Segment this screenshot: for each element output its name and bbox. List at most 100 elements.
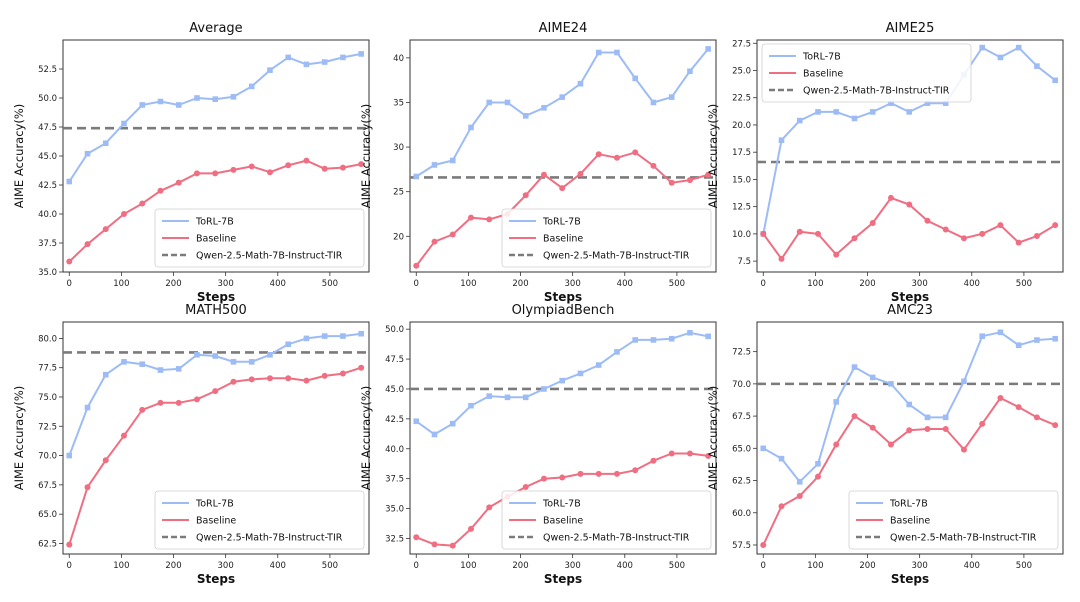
- torl-point: [979, 333, 985, 339]
- legend: ToRL-7B Baseline Qwen-2.5-Math-7B-Instruct…: [501, 208, 712, 268]
- torl-point: [614, 349, 620, 355]
- baseline-point: [906, 201, 913, 208]
- baseline-point: [212, 388, 219, 395]
- baseline-point: [960, 446, 967, 453]
- baseline-point: [522, 192, 529, 199]
- y-tick-label: 17.5: [732, 148, 751, 158]
- y-tick-label: 42.5: [38, 181, 57, 191]
- torl-point: [468, 124, 474, 131]
- x-tick-label: 200: [512, 561, 528, 571]
- baseline-point: [559, 185, 566, 192]
- baseline-point: [175, 399, 182, 406]
- torl-point: [595, 362, 602, 368]
- torl-point: [504, 394, 511, 401]
- baseline-point: [778, 503, 785, 510]
- baseline-point: [285, 162, 292, 169]
- x-tick-label: 400: [270, 279, 286, 289]
- torl-point: [84, 404, 91, 411]
- series-line-torl-7b: [68, 52, 362, 183]
- baseline-point: [595, 470, 602, 477]
- x-tick-label: 400: [270, 561, 286, 571]
- chart-title: AMC23: [887, 303, 933, 318]
- torl-point: [668, 335, 675, 342]
- torl-point: [84, 150, 91, 157]
- x-tick-label: 200: [165, 279, 181, 289]
- x-tick-label: 400: [964, 561, 980, 571]
- baseline-point: [66, 541, 73, 548]
- y-tick-label: 7.5: [737, 257, 751, 267]
- legend-box: [848, 490, 1059, 550]
- x-tick-label: 100: [113, 279, 129, 289]
- y-tick-label: 25.0: [732, 66, 751, 76]
- x-axis-label: Steps: [544, 572, 582, 586]
- torl-point: [486, 99, 493, 106]
- baseline-point: [760, 541, 767, 548]
- x-tick-label: 100: [807, 279, 823, 289]
- torl-point: [468, 402, 474, 409]
- torl-point: [285, 54, 291, 61]
- y-axis-label: AIME Accuracy(%): [12, 104, 26, 209]
- y-tick-label: 35.0: [38, 268, 57, 278]
- torl-point: [340, 54, 346, 61]
- baseline-point: [266, 169, 273, 176]
- torl-point: [650, 337, 657, 343]
- torl-point: [869, 109, 876, 115]
- legend-box: [501, 490, 712, 550]
- baseline-point: [559, 474, 566, 481]
- baseline-point: [595, 151, 602, 158]
- y-tick-label: 42.5: [385, 415, 404, 425]
- baseline-point: [303, 377, 310, 384]
- baseline-point: [887, 441, 894, 448]
- torl-point: [760, 445, 767, 452]
- baseline-point: [924, 217, 931, 224]
- torl-point: [650, 99, 657, 106]
- y-tick-label: 65.0: [732, 444, 751, 454]
- x-tick-label: 0: [67, 561, 72, 571]
- baseline-point: [467, 525, 474, 532]
- axes-frame: [756, 39, 1064, 273]
- baseline-point: [851, 235, 858, 242]
- torl-point: [121, 120, 127, 127]
- y-tick-label: 37.5: [385, 475, 404, 485]
- x-tick-label: 100: [113, 561, 129, 571]
- baseline-point: [193, 396, 200, 403]
- legend-label-torl: ToRL-7B: [542, 499, 581, 510]
- torl-point: [413, 173, 420, 180]
- torl-point: [1034, 63, 1040, 69]
- baseline-point: [102, 226, 109, 233]
- y-tick-label: 20.0: [732, 121, 751, 131]
- baseline-point: [814, 473, 821, 480]
- baseline-point: [833, 251, 840, 258]
- torl-point: [194, 95, 200, 101]
- torl-point: [157, 98, 164, 105]
- torl-point: [942, 100, 949, 106]
- torl-point: [796, 117, 803, 124]
- x-axis-label: Steps: [891, 290, 929, 304]
- torl-point: [358, 330, 364, 337]
- legend-label-torl: ToRL-7B: [195, 499, 234, 510]
- torl-point: [303, 335, 310, 342]
- legend: ToRL-7B Baseline Qwen-2.5-Math-7B-Instruct…: [761, 43, 972, 103]
- baseline-point: [486, 504, 493, 511]
- baseline-point: [303, 157, 310, 164]
- y-tick-label: 20: [393, 232, 404, 242]
- baseline-point: [321, 372, 328, 379]
- torl-point: [139, 102, 146, 108]
- torl-point: [194, 352, 200, 358]
- baseline-point: [1052, 222, 1059, 229]
- legend-label-qwen: Qwen-2.5-Math-7B-Instruct-TIR: [890, 533, 1037, 544]
- torl-point: [522, 394, 529, 401]
- baseline-point: [84, 241, 91, 248]
- x-tick-label: 0: [761, 561, 766, 571]
- torl-point: [833, 399, 840, 405]
- baseline-point: [577, 170, 584, 177]
- legend-label-torl: ToRL-7B: [889, 499, 928, 510]
- baseline-point: [979, 420, 986, 427]
- torl-point: [796, 479, 803, 485]
- chart-panel-6: AMC23 0 100 200 300 400 500 57.5 60.0 62.5 65.0 67.…: [706, 303, 1064, 586]
- torl-point: [924, 414, 931, 421]
- x-tick-label: 0: [414, 561, 419, 571]
- axes-frame: [756, 321, 1064, 555]
- torl-point: [1034, 337, 1040, 343]
- torl-point: [157, 367, 164, 373]
